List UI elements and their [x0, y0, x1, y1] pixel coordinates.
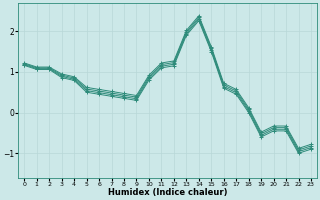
X-axis label: Humidex (Indice chaleur): Humidex (Indice chaleur) [108, 188, 228, 197]
